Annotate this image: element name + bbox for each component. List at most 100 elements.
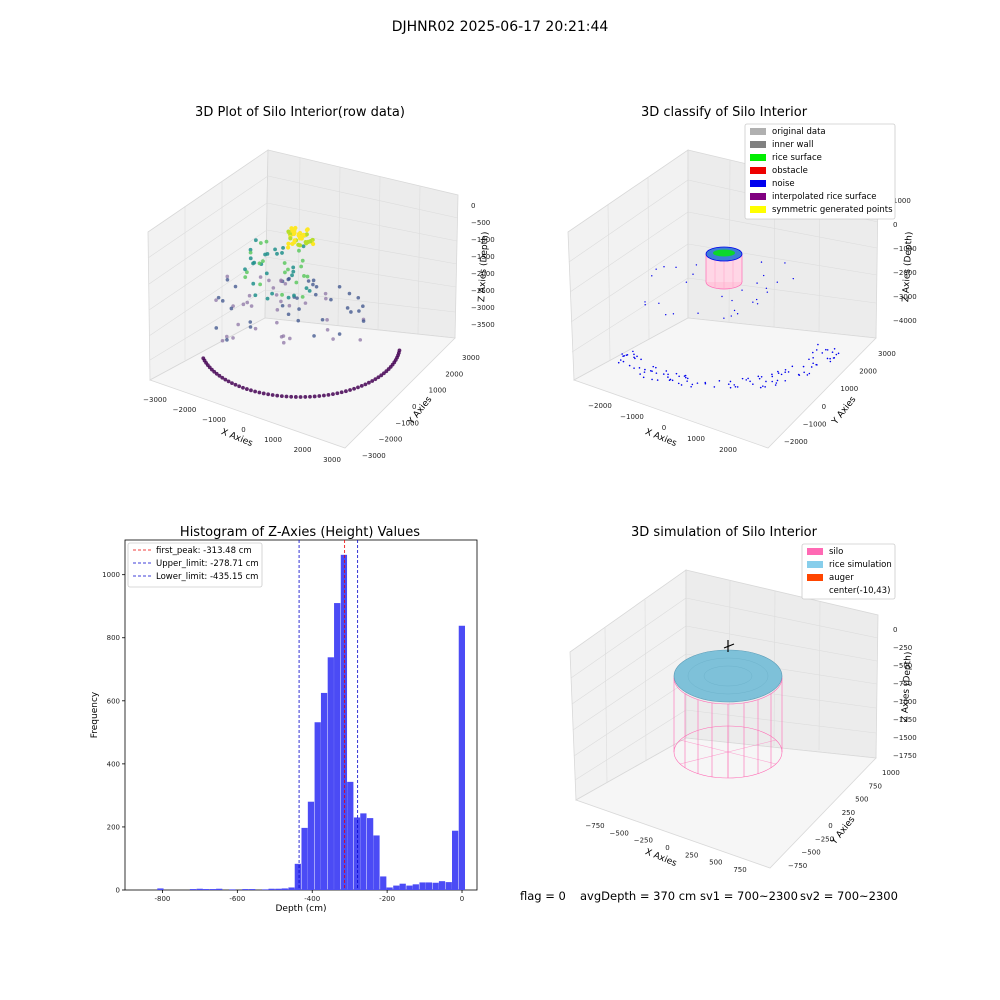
raw-point bbox=[258, 241, 263, 245]
raw-point bbox=[335, 391, 340, 396]
raw-point bbox=[339, 390, 344, 395]
noise-point bbox=[774, 384, 777, 386]
noise-point bbox=[760, 261, 763, 263]
sim-grid bbox=[570, 580, 879, 783]
noise-point bbox=[765, 380, 767, 383]
noise-point bbox=[765, 287, 768, 290]
noise-point bbox=[784, 368, 787, 371]
raw-point bbox=[397, 348, 402, 353]
raw-point bbox=[345, 306, 350, 310]
classify-x-tick: 2000 bbox=[719, 446, 737, 454]
raw-point bbox=[317, 394, 322, 398]
raw-point bbox=[299, 264, 304, 269]
raw-point bbox=[284, 394, 289, 399]
classify-legend-swatch bbox=[750, 206, 766, 213]
raw-point bbox=[245, 300, 250, 305]
noise-point bbox=[733, 309, 736, 312]
noise-point bbox=[652, 365, 655, 368]
raw-point bbox=[273, 247, 277, 252]
raw-point bbox=[230, 381, 234, 386]
raw-point bbox=[226, 379, 231, 384]
raw-point bbox=[325, 318, 329, 322]
raw-point bbox=[356, 385, 360, 390]
noise-point bbox=[651, 275, 653, 277]
raw-point bbox=[358, 338, 363, 342]
histogram-bar bbox=[307, 801, 315, 890]
raw-x-tick: 3000 bbox=[323, 456, 341, 464]
classify-y-tick-labels: −2000 −1000 0 1000 2000 3000 bbox=[784, 350, 896, 446]
raw-y-tick: −3000 bbox=[362, 452, 386, 460]
raw-point bbox=[322, 393, 326, 398]
raw-point bbox=[275, 308, 280, 312]
raw-point bbox=[296, 318, 301, 323]
raw-point bbox=[275, 251, 279, 256]
histogram-bar bbox=[360, 813, 367, 890]
raw-point bbox=[337, 332, 342, 336]
histogram-bar bbox=[157, 888, 164, 890]
raw-point bbox=[298, 395, 303, 399]
noise-point bbox=[787, 371, 790, 373]
noise-point bbox=[692, 273, 694, 275]
raw-y-tick: −1000 bbox=[395, 419, 419, 427]
sim-z-axis-label: Z Axies (Depth) bbox=[900, 651, 914, 722]
sim-legend-swatch bbox=[807, 548, 823, 555]
histogram-bar bbox=[412, 884, 419, 890]
raw-point bbox=[257, 390, 262, 395]
noise-point bbox=[798, 374, 801, 376]
noise-point bbox=[826, 357, 829, 360]
noise-point bbox=[634, 357, 636, 360]
histogram-plot-area bbox=[124, 539, 478, 891]
histogram-bar bbox=[327, 657, 334, 890]
noise-point bbox=[755, 298, 758, 301]
raw-y-tick: 1000 bbox=[429, 387, 447, 395]
histogram-bar bbox=[438, 881, 446, 890]
raw-point bbox=[292, 240, 297, 245]
raw-point bbox=[297, 248, 301, 253]
raw-point bbox=[366, 380, 371, 385]
noise-point bbox=[697, 312, 699, 314]
sim-legend-label: silo bbox=[829, 547, 843, 557]
noise-point bbox=[727, 383, 730, 385]
raw-point bbox=[271, 286, 276, 290]
raw-point bbox=[352, 386, 356, 391]
noise-point bbox=[752, 383, 754, 385]
raw-x-tick: −2000 bbox=[173, 406, 197, 414]
avg-depth-text: avgDepth = 370 cm bbox=[580, 889, 696, 903]
noise-point bbox=[736, 313, 739, 315]
raw-x-tick: 2000 bbox=[294, 446, 312, 454]
histogram-bar bbox=[189, 889, 197, 890]
raw-y-tick: −2000 bbox=[379, 436, 403, 444]
histogram-x-tick-label: -800 bbox=[155, 895, 171, 903]
sim-z-tick: −250 bbox=[893, 644, 912, 652]
raw-point bbox=[279, 394, 284, 399]
raw-z-tick: −1500 bbox=[471, 253, 495, 261]
histogram-bar bbox=[301, 827, 308, 890]
raw-point bbox=[286, 229, 291, 234]
noise-point bbox=[784, 379, 787, 382]
sim-z-tick-labels: 0 −250 −500 −750 −1000 −1250 −1500 −1750 bbox=[893, 626, 917, 760]
panel-histogram: Histogram of Z-Axies (Height) Values -80… bbox=[90, 525, 478, 914]
raw-point bbox=[251, 281, 256, 286]
raw-point bbox=[264, 271, 269, 276]
raw-x-tick: 1000 bbox=[264, 436, 282, 444]
noise-point bbox=[662, 373, 665, 375]
noise-point bbox=[806, 374, 809, 376]
sim-y-tick: 0 bbox=[828, 822, 832, 830]
noise-point bbox=[667, 376, 669, 378]
raw-point bbox=[300, 294, 305, 299]
raw-point bbox=[292, 293, 296, 298]
noise-point bbox=[731, 299, 733, 302]
classify-legend-swatch bbox=[750, 193, 766, 200]
histogram-bar bbox=[340, 554, 348, 890]
raw-z-tick: −3500 bbox=[471, 321, 495, 329]
histogram-bar bbox=[353, 817, 361, 890]
sv2-text: sv2 = 700~2300 bbox=[800, 889, 898, 903]
classify-legend-swatch bbox=[750, 141, 766, 148]
histogram-y-tick-label: 0 bbox=[116, 887, 120, 895]
raw-point bbox=[248, 325, 253, 329]
noise-point bbox=[764, 386, 766, 388]
sim-z-tick: 0 bbox=[893, 626, 897, 634]
noise-point bbox=[640, 358, 642, 361]
raw-point bbox=[248, 250, 253, 255]
panel-simulation-title: 3D simulation of Silo Interior bbox=[631, 525, 818, 540]
